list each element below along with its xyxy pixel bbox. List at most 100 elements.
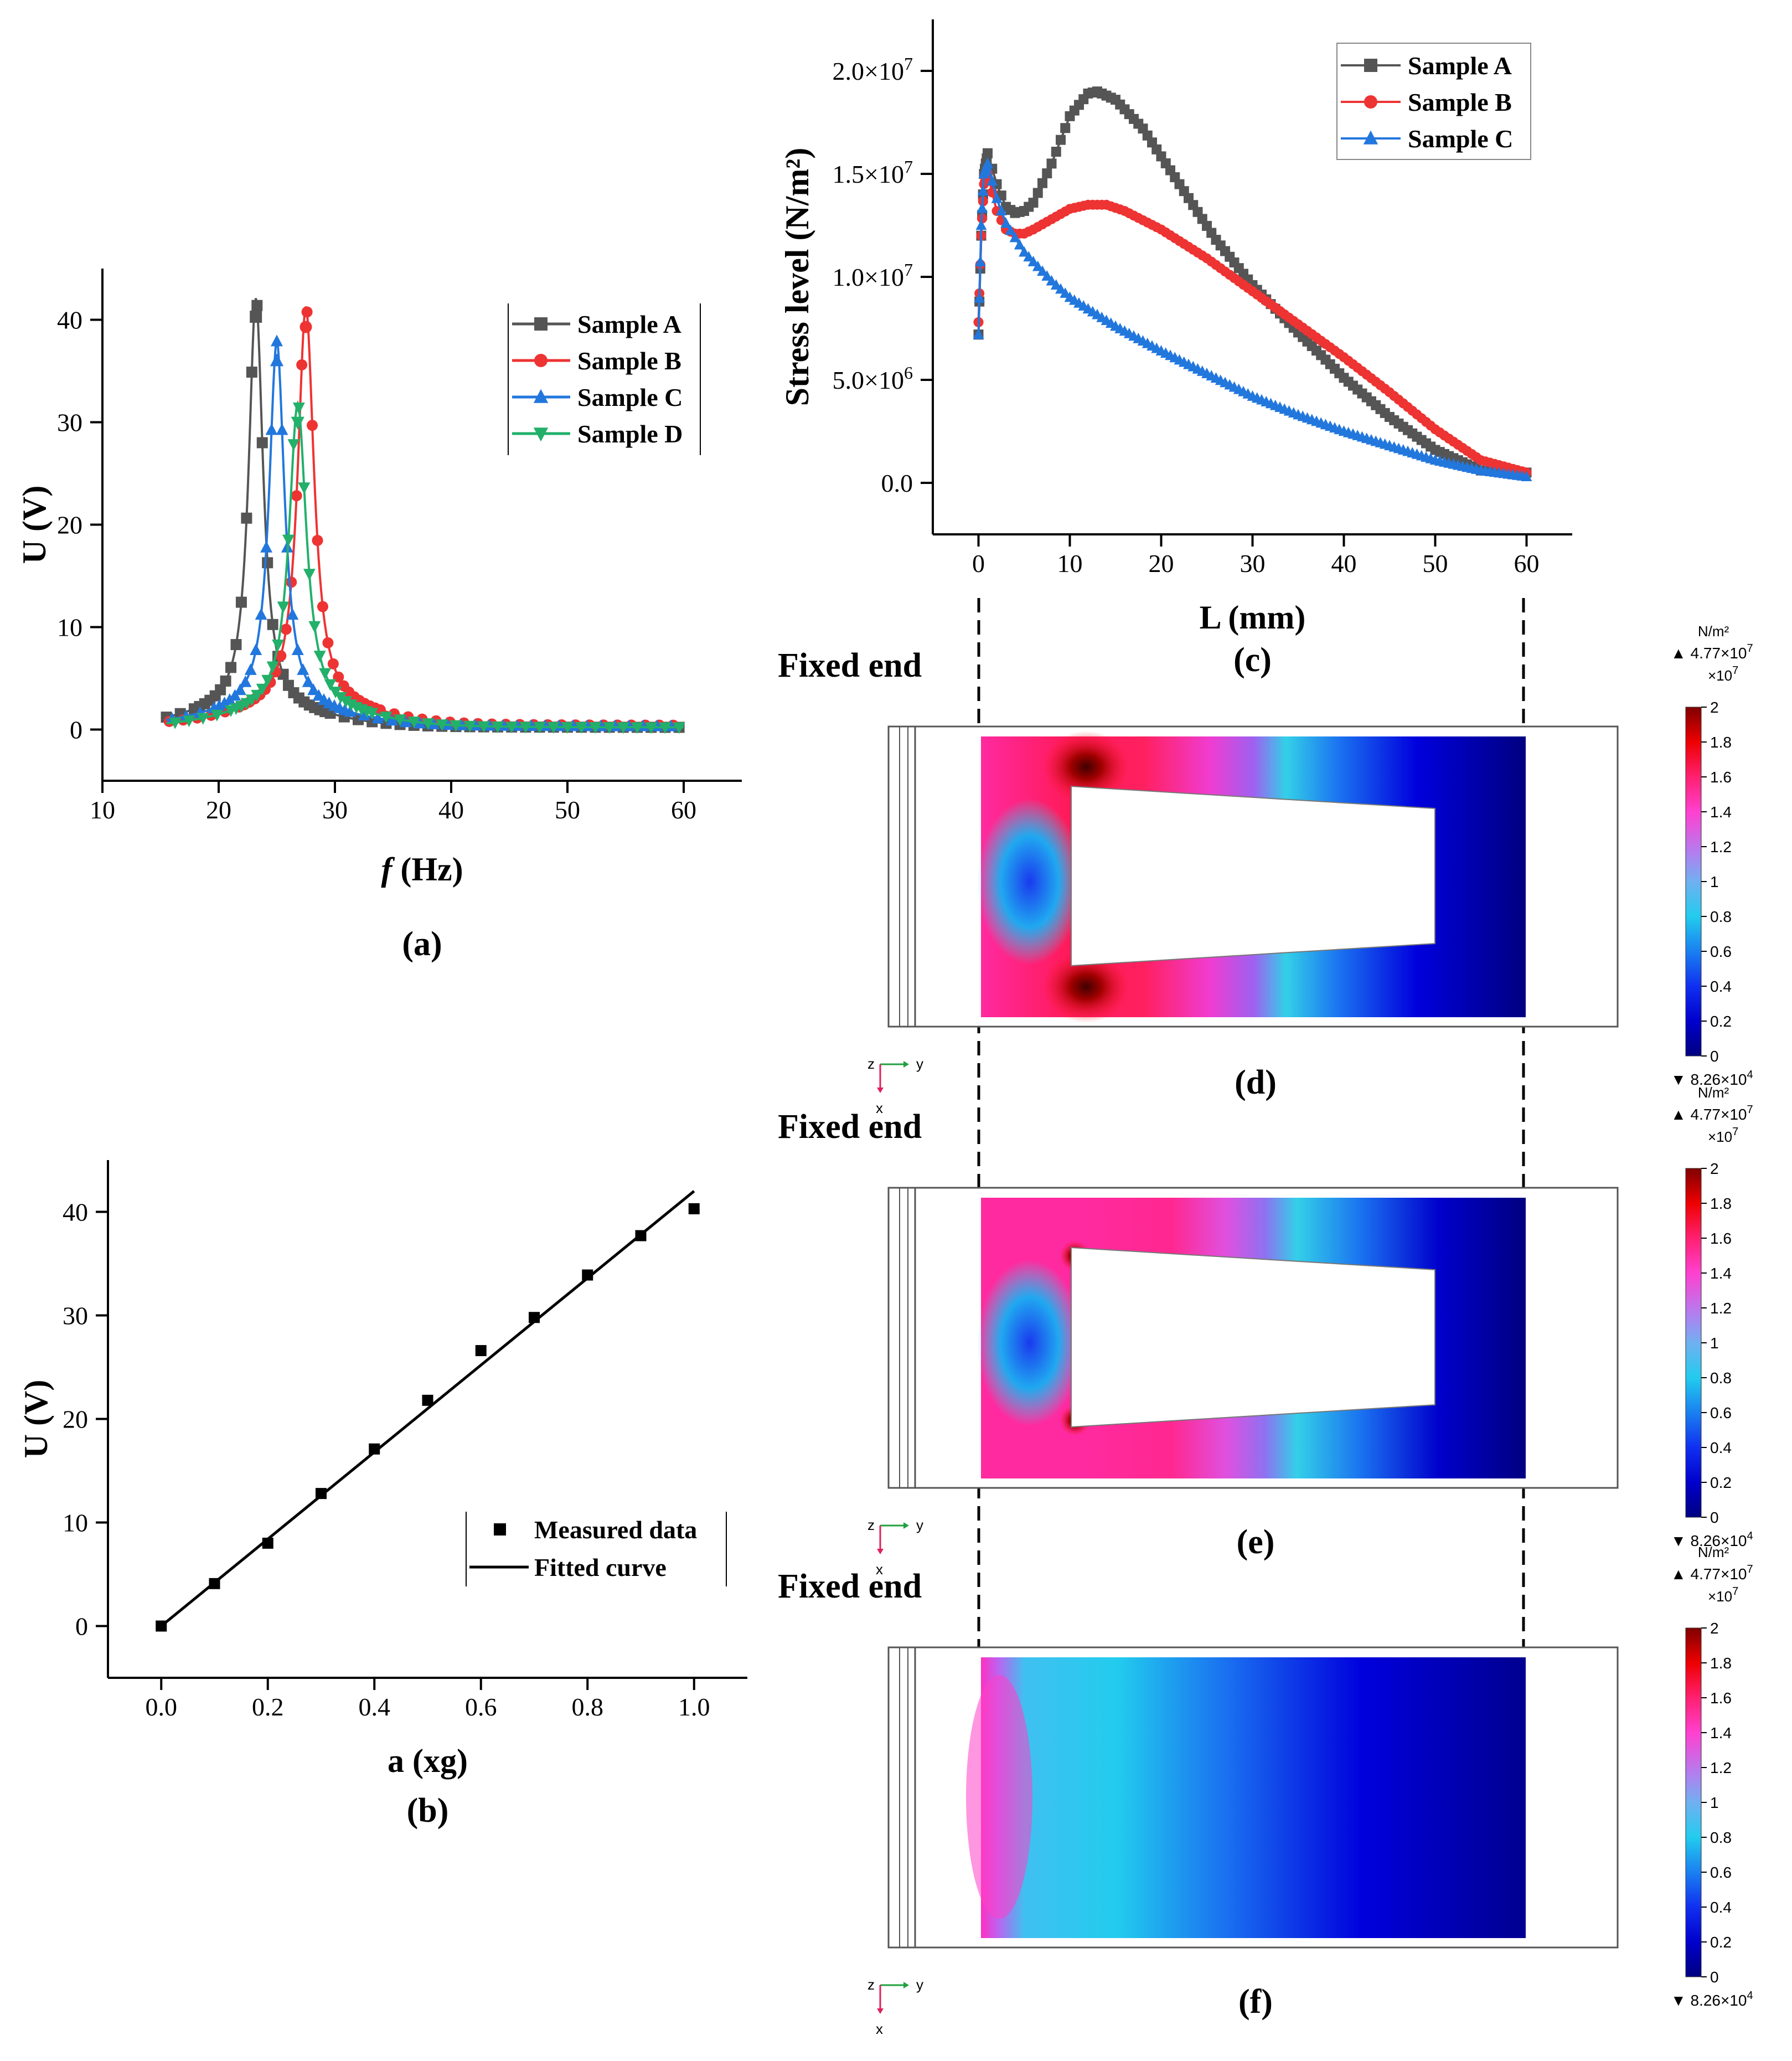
y-tick-mantissa: 1.5×10 [833,160,904,188]
stress-field [981,1657,1526,1938]
y-tick-label: 1.5×107 [833,157,913,188]
colorbar-scale: ×107 [1708,1585,1738,1605]
legend-swatch-marker [1363,130,1378,145]
colorbar-gradient [1685,1627,1702,1977]
data-point [297,663,309,675]
colorbar-min-value: ▼ 8.26×10 [1671,1992,1747,2009]
data-point [312,534,323,546]
data-point [313,651,326,663]
data-point [469,719,482,731]
y-tick-label: 0.0 [881,469,913,497]
data-point [1019,246,1030,257]
colorbar-tick-label: 2 [1710,699,1719,716]
data-point [277,601,290,614]
peak-point [291,416,304,430]
data-point [291,490,302,502]
data-point [977,185,989,196]
chart-a: 10 20 30 40 50 60 0 10 20 30 40 f (Hz) U (V) (a) Sampl… [16,269,742,963]
x-axis-label: f (Hz) [381,851,463,888]
data-point [975,219,987,230]
data-point [235,596,247,608]
data-point [450,720,462,732]
data-point [319,668,332,680]
data-point [301,306,313,318]
data-point [371,712,384,724]
colorbar-gradient [1685,1168,1702,1518]
x-tick-label: 10 [90,796,115,824]
colorbar: N/m²▲ 4.77×107×10721.81.61.41.210.80.60.… [1671,1084,1753,1549]
data-point [266,661,279,673]
legend-label: Sample A [1408,51,1512,80]
legend-swatch-marker [533,389,549,403]
stress-concentration [1042,731,1130,803]
root-high-stress-zone [966,1675,1032,1919]
y-tick-label: 40 [63,1198,88,1227]
axis-y-label: y [916,1976,923,1993]
colorbar-scale-value: ×10 [1708,1129,1732,1145]
caption-f: (f) [1238,1983,1273,2021]
data-point [234,683,246,695]
data-point [282,534,295,547]
colorbar-max-value: ▲ 4.77×10 [1671,1106,1747,1123]
x-tick-label: 0.8 [572,1693,604,1721]
colorbar-tick-label: 0.8 [1710,1369,1732,1387]
colorbar-tick-label: 0 [1710,1048,1719,1065]
colorbar-tick-label: 0.2 [1710,1013,1732,1030]
stress-concentration [1042,951,1130,1023]
data-point [492,721,504,733]
colorbar-unit: N/m² [1698,623,1729,640]
legend-swatch-marker [1364,59,1377,72]
legend-label: Sample A [577,310,681,338]
caption-d: (d) [1235,1064,1277,1101]
colorbar-tick-label: 0.8 [1710,1829,1732,1846]
data-point [271,334,283,347]
data-point [1037,178,1047,188]
data-point [483,719,496,731]
data-point [280,624,292,635]
legend-swatch-marker [533,427,549,442]
data-point [296,359,308,370]
data-point [385,714,398,726]
data-point [1032,188,1043,198]
data-point [407,717,420,729]
x-tick-label: 0.2 [252,1693,284,1721]
colorbar-tick-label: 0.6 [1710,943,1732,960]
data-point [575,722,588,734]
colorbar-min-value: ▼ 8.26×10 [1671,1532,1747,1549]
data-point [1051,147,1061,157]
colorbar-tick-label: 1.2 [1710,1300,1732,1317]
data-point [327,658,339,669]
data-point [272,640,285,652]
data-point [215,684,226,695]
data-point [1060,123,1071,133]
data-point [1037,265,1048,276]
root-low-stress-zone [977,1260,1082,1426]
axis-x-label: x [876,1100,883,1116]
colorbar-unit: N/m² [1698,1084,1729,1101]
data-point [255,608,267,620]
data-point [286,576,297,588]
caption-e: (e) [1237,1523,1275,1561]
measured-point [529,1312,540,1323]
y-tick-label: 20 [63,1405,88,1434]
x-tick-label: 1.0 [678,1693,710,1721]
data-point [366,708,379,720]
y-tick-label: 20 [57,511,82,539]
colorbar-max-value: ▲ 4.77×10 [1671,1565,1747,1583]
data-point [230,639,242,651]
colorbar-tick-label: 0.6 [1710,1404,1732,1421]
peak-point [270,353,284,367]
x-tick-label: 0.6 [465,1693,497,1721]
data-point [659,722,672,734]
x-tick-label: 40 [1331,549,1357,578]
measured-point [422,1394,433,1406]
colorbar-tick-label: 0.4 [1710,1899,1732,1916]
data-point [256,437,268,449]
data-point [673,722,685,734]
data-point [250,643,262,655]
measured-point [262,1537,273,1549]
clamp-block [887,725,916,1028]
measured-point [635,1230,647,1241]
